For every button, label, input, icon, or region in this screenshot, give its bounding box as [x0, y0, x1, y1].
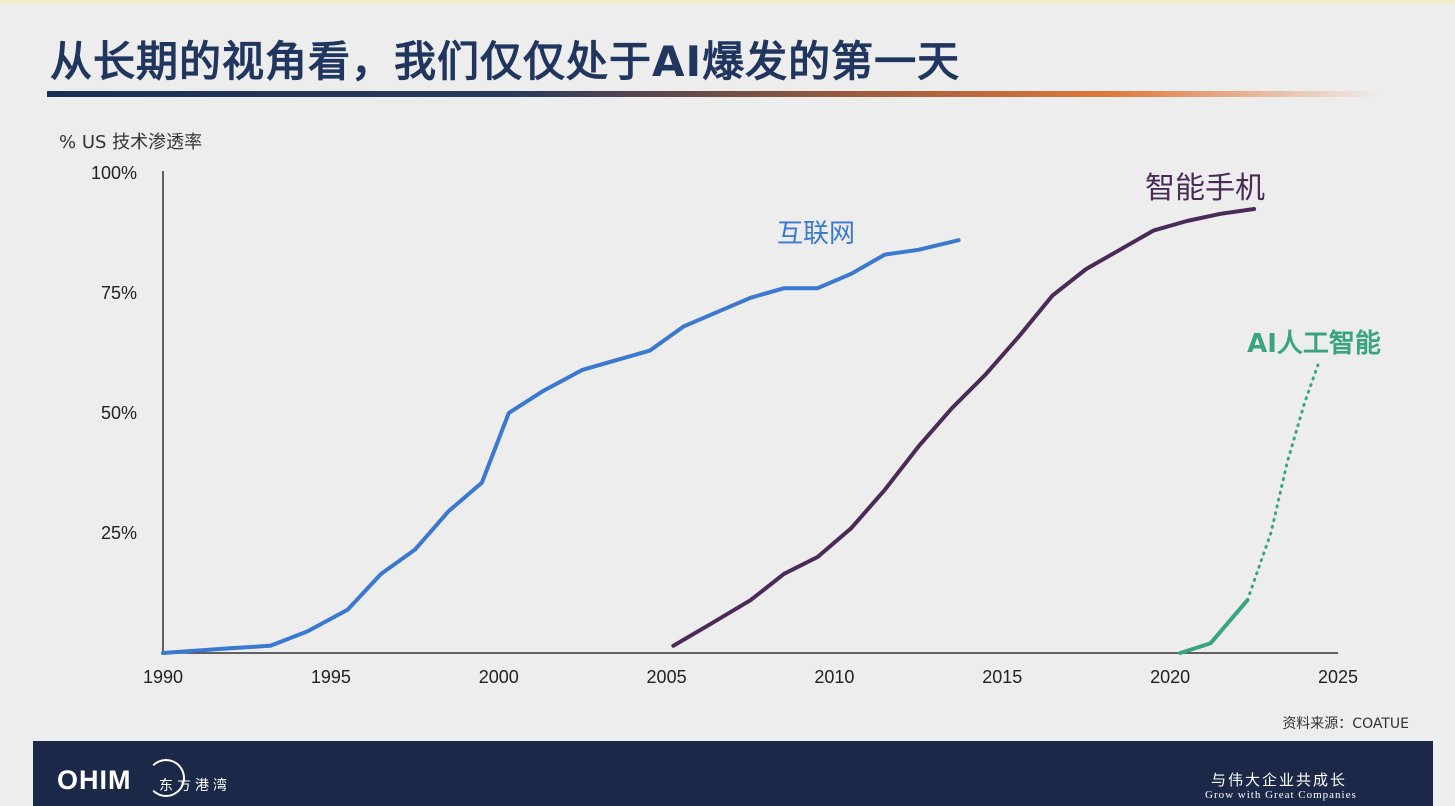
ai-projection-line — [1245, 363, 1320, 602]
slogan-en: Grow with Great Companies — [1205, 789, 1357, 801]
x-tick-label: 2015 — [982, 667, 1022, 687]
y-axis-label: % US 技术渗透率 — [59, 132, 203, 153]
series-line — [1178, 598, 1250, 655]
y-tick-label: 25% — [101, 523, 137, 543]
x-tick-label: 2025 — [1318, 667, 1358, 687]
title-underline — [47, 91, 1382, 97]
y-tick-label: 75% — [101, 283, 137, 303]
series-label: 互联网 — [777, 219, 855, 249]
series-label: 智能手机 — [1145, 171, 1265, 206]
series-label: AI人工智能 — [1247, 328, 1381, 359]
company-logo: OHIM — [57, 765, 132, 795]
y-tick-label: 50% — [101, 403, 137, 423]
y-tick-label: 100% — [91, 163, 137, 183]
x-tick-label: 1995 — [311, 667, 351, 687]
x-tick-label: 1990 — [143, 667, 183, 687]
x-tick-label: 2010 — [814, 667, 854, 687]
series-line — [161, 238, 961, 655]
company-name-cn: 东方港湾 — [159, 778, 231, 794]
x-tick-label: 2020 — [1150, 667, 1190, 687]
x-tick-label: 2000 — [479, 667, 519, 687]
series-line — [671, 207, 1257, 648]
slide-title: 从长期的视角看，我们仅仅处于AI爆发的第一天 — [50, 37, 961, 86]
slogan-cn: 与伟大企业共成长 — [1211, 771, 1348, 789]
top-strip — [0, 0, 1455, 4]
logo-ring-icon — [147, 759, 185, 797]
source-note: 资料来源：COATUE — [1282, 716, 1409, 732]
footer-bar: OHIM 东方港湾 与伟大企业共成长 Grow with Great Compa… — [33, 741, 1433, 806]
x-tick-label: 2005 — [647, 667, 687, 687]
